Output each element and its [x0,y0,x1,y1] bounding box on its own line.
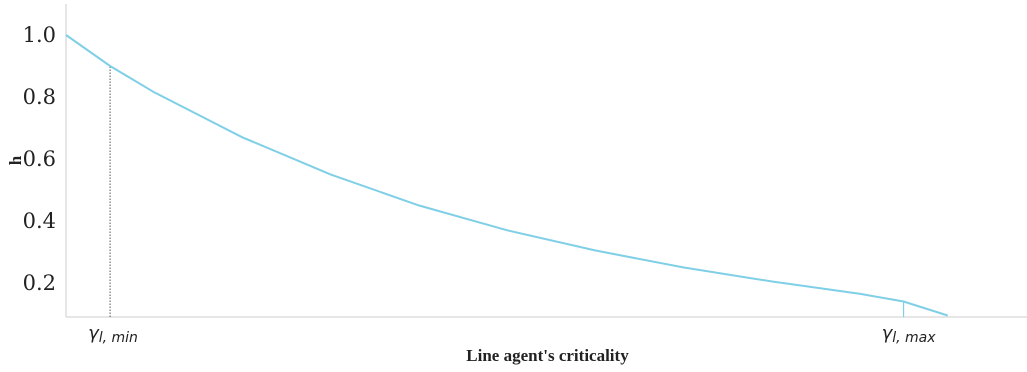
y-tick-labels: 0.2 0.4 0.6 0.8 1.0 [23,23,56,295]
y-axis-label: h [6,155,25,165]
series-line [65,34,949,317]
reference-lines [109,65,905,317]
y-tick-label: 0.6 [23,147,56,171]
y-tick-label: 0.8 [23,85,56,109]
x-tick-labels: γl, min γl, max [88,323,936,346]
x-axis-label: Line agent's criticality [466,346,629,365]
axes [65,4,1027,318]
x-tick-label: γl, max [882,323,937,346]
y-tick-label: 0.2 [23,271,56,295]
y-tick-label: 1.0 [23,23,56,47]
x-tick-label: γl, min [88,323,138,346]
y-tick-label: 0.4 [23,209,56,233]
series-group [65,34,949,317]
